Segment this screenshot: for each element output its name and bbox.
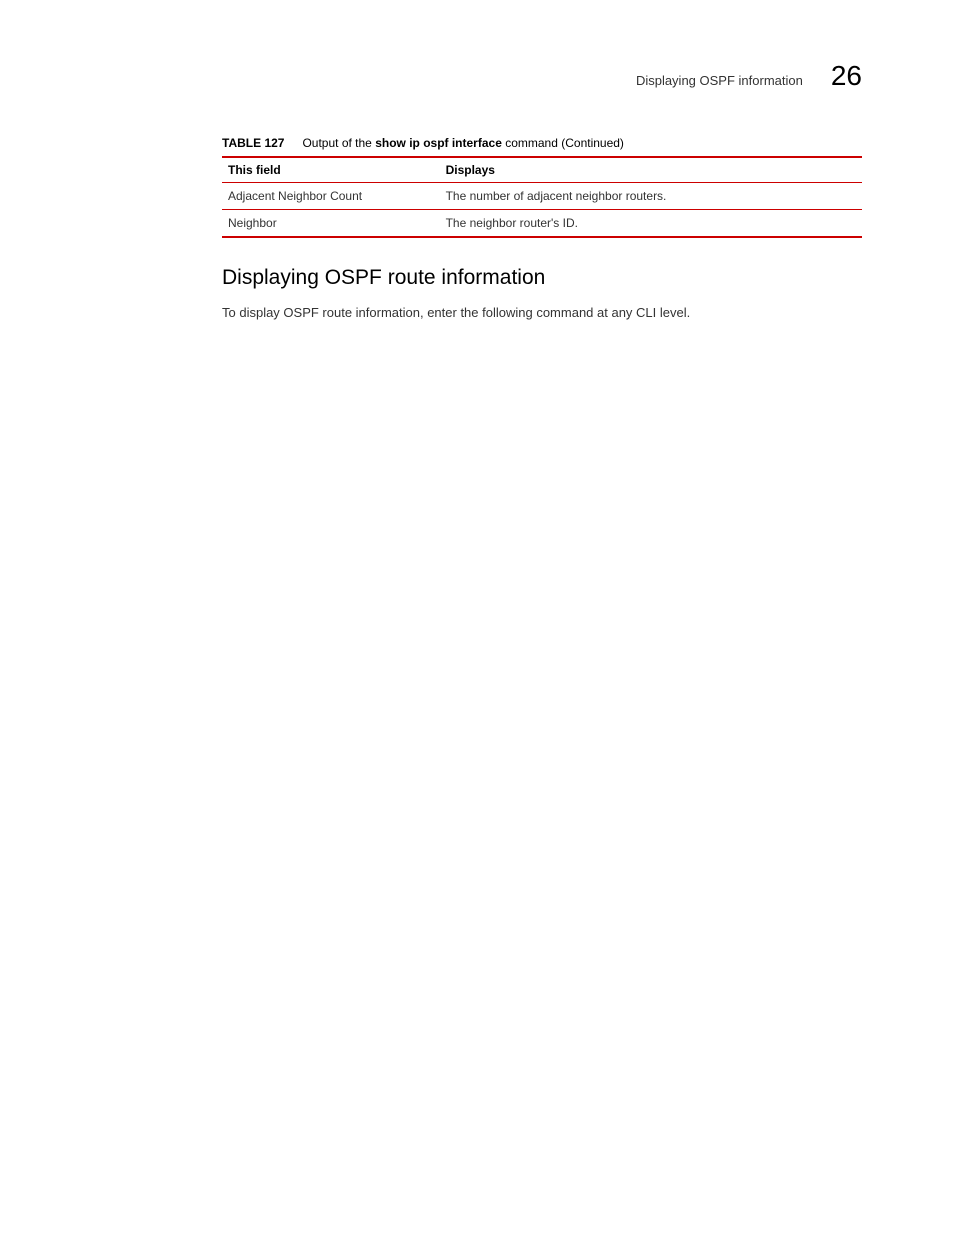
section-heading: Displaying OSPF route information <box>222 266 862 290</box>
table-caption: TABLE 127 Output of the show ip ospf inte… <box>222 136 862 150</box>
table-row: Adjacent Neighbor Count The number of ad… <box>222 183 862 210</box>
section-body: To display OSPF route information, enter… <box>222 304 862 322</box>
table-cell-displays: The number of adjacent neighbor routers. <box>440 183 862 210</box>
chapter-number: 26 <box>831 60 862 92</box>
table-header-displays: Displays <box>440 157 862 183</box>
table-label: TABLE 127 <box>222 136 284 150</box>
page-header: Displaying OSPF information 26 <box>636 60 862 92</box>
table-header-row: This field Displays <box>222 157 862 183</box>
output-table: This field Displays Adjacent Neighbor Co… <box>222 156 862 238</box>
caption-suffix: command (Continued) <box>502 136 624 150</box>
header-title: Displaying OSPF information <box>636 73 803 88</box>
table-row: Neighbor The neighbor router's ID. <box>222 210 862 238</box>
table-cell-displays: The neighbor router's ID. <box>440 210 862 238</box>
table-cell-field: Neighbor <box>222 210 440 238</box>
caption-prefix: Output of the <box>302 136 375 150</box>
caption-bold: show ip ospf interface <box>375 136 502 150</box>
main-content: TABLE 127 Output of the show ip ospf inte… <box>222 136 862 322</box>
table-cell-field: Adjacent Neighbor Count <box>222 183 440 210</box>
table-header-field: This field <box>222 157 440 183</box>
